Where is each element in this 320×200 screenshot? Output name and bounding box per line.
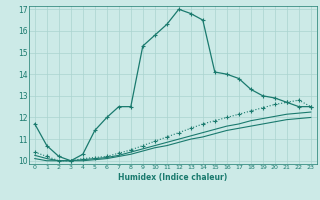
X-axis label: Humidex (Indice chaleur): Humidex (Indice chaleur) [118, 173, 228, 182]
